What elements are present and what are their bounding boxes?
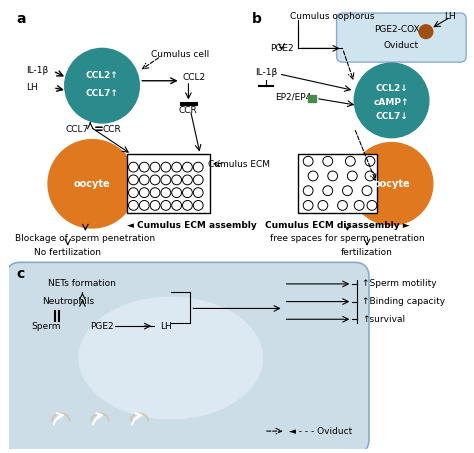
Circle shape xyxy=(419,25,433,39)
Circle shape xyxy=(182,162,192,172)
Circle shape xyxy=(172,175,182,185)
Circle shape xyxy=(161,188,171,198)
Text: CCL7↓: CCL7↓ xyxy=(375,111,408,120)
Circle shape xyxy=(128,201,138,210)
Bar xyxy=(298,154,377,213)
Circle shape xyxy=(303,156,313,166)
Text: No fertilization: No fertilization xyxy=(34,248,101,257)
Text: LH: LH xyxy=(160,322,172,331)
Circle shape xyxy=(193,162,203,172)
Text: Cumulus ECM: Cumulus ECM xyxy=(209,159,271,169)
Circle shape xyxy=(65,48,139,123)
Circle shape xyxy=(362,186,372,196)
Bar xyxy=(127,154,210,213)
Circle shape xyxy=(139,162,149,172)
Circle shape xyxy=(354,63,429,138)
Text: CCL2↓: CCL2↓ xyxy=(375,84,408,93)
Circle shape xyxy=(128,175,138,185)
Circle shape xyxy=(323,156,333,166)
Circle shape xyxy=(365,156,375,166)
Circle shape xyxy=(193,201,203,210)
Circle shape xyxy=(308,171,318,181)
FancyBboxPatch shape xyxy=(337,13,466,62)
Text: Sperm: Sperm xyxy=(31,322,61,331)
Text: CCR: CCR xyxy=(178,106,197,115)
Text: NETs formation: NETs formation xyxy=(48,280,116,289)
FancyBboxPatch shape xyxy=(6,262,369,453)
Text: CCL7: CCL7 xyxy=(66,125,89,135)
Circle shape xyxy=(150,175,160,185)
Circle shape xyxy=(323,186,333,196)
Ellipse shape xyxy=(79,297,263,419)
Text: free spaces for sperm penetration: free spaces for sperm penetration xyxy=(270,234,425,243)
Circle shape xyxy=(172,162,182,172)
Circle shape xyxy=(303,201,313,210)
Text: Neutrophils: Neutrophils xyxy=(42,297,94,306)
Text: CCL2: CCL2 xyxy=(182,73,206,82)
Text: Blockage of sperm penetration: Blockage of sperm penetration xyxy=(15,234,155,243)
Text: oocyte: oocyte xyxy=(373,179,410,189)
Circle shape xyxy=(161,175,171,185)
Text: Cumulus cell: Cumulus cell xyxy=(151,50,210,59)
Text: ↑Sperm motility: ↑Sperm motility xyxy=(362,280,437,289)
Text: a: a xyxy=(17,12,26,26)
Circle shape xyxy=(48,140,137,228)
Circle shape xyxy=(150,162,160,172)
Circle shape xyxy=(172,188,182,198)
Circle shape xyxy=(182,188,192,198)
Circle shape xyxy=(139,201,149,210)
Circle shape xyxy=(343,186,352,196)
Circle shape xyxy=(337,201,347,210)
Circle shape xyxy=(150,188,160,198)
Circle shape xyxy=(193,188,203,198)
Text: CCL7↑: CCL7↑ xyxy=(86,89,118,98)
Text: CCL2↑: CCL2↑ xyxy=(86,72,118,80)
Text: oocyte: oocyte xyxy=(74,179,110,189)
Circle shape xyxy=(347,171,357,181)
Text: Oviduct: Oviduct xyxy=(384,41,419,50)
Text: c: c xyxy=(17,267,25,281)
Circle shape xyxy=(161,201,171,210)
Text: PGE2-COX-2: PGE2-COX-2 xyxy=(374,25,428,34)
Circle shape xyxy=(150,201,160,210)
Circle shape xyxy=(318,201,328,210)
Circle shape xyxy=(161,162,171,172)
Circle shape xyxy=(193,175,203,185)
Circle shape xyxy=(350,143,433,225)
Circle shape xyxy=(354,201,364,210)
Text: =: = xyxy=(94,123,104,136)
Text: EP2/EP4: EP2/EP4 xyxy=(275,93,311,102)
Text: CCR: CCR xyxy=(102,125,121,135)
Text: PGE2: PGE2 xyxy=(270,44,293,53)
Circle shape xyxy=(367,201,377,210)
Text: fertilization: fertilization xyxy=(341,248,393,257)
Circle shape xyxy=(328,171,337,181)
Text: b: b xyxy=(252,12,262,26)
Text: cAMP↑: cAMP↑ xyxy=(374,98,410,107)
Text: ◄ Cumulus ECM assembly: ◄ Cumulus ECM assembly xyxy=(127,221,256,230)
Text: IL-1β: IL-1β xyxy=(27,67,49,76)
Bar xyxy=(308,95,316,102)
Circle shape xyxy=(128,162,138,172)
Circle shape xyxy=(303,186,313,196)
Text: ◄ - - - Oviduct: ◄ - - - Oviduct xyxy=(289,427,352,436)
Text: LH: LH xyxy=(445,12,456,21)
Text: ↑survival: ↑survival xyxy=(362,315,405,324)
Text: ↑Binding capacity: ↑Binding capacity xyxy=(362,297,445,306)
Circle shape xyxy=(139,175,149,185)
Circle shape xyxy=(182,175,192,185)
Text: PGE2: PGE2 xyxy=(90,322,114,331)
Text: IL-1β: IL-1β xyxy=(255,68,277,77)
Circle shape xyxy=(365,171,375,181)
Text: Cumulus oophorus: Cumulus oophorus xyxy=(291,12,375,21)
Circle shape xyxy=(182,201,192,210)
Circle shape xyxy=(172,201,182,210)
Text: LH: LH xyxy=(27,83,38,92)
Circle shape xyxy=(346,156,355,166)
Circle shape xyxy=(139,188,149,198)
Text: Cumulus ECM disassembly ►: Cumulus ECM disassembly ► xyxy=(265,221,410,230)
Circle shape xyxy=(128,188,138,198)
